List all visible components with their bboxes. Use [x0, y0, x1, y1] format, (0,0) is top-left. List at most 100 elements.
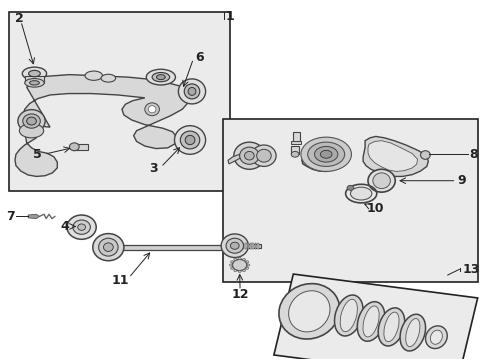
Ellipse shape [256, 149, 271, 162]
Ellipse shape [242, 270, 245, 272]
Ellipse shape [152, 72, 169, 82]
Ellipse shape [30, 81, 39, 85]
Polygon shape [363, 136, 427, 176]
Bar [273, 274, 477, 360]
Ellipse shape [144, 103, 159, 116]
Ellipse shape [429, 330, 442, 344]
Polygon shape [15, 75, 190, 176]
Ellipse shape [178, 79, 205, 104]
Ellipse shape [383, 312, 398, 342]
Bar [222, 119, 477, 282]
Ellipse shape [300, 137, 351, 171]
Ellipse shape [244, 152, 254, 160]
Ellipse shape [314, 147, 337, 162]
Bar [77, 225, 81, 229]
Bar [254, 243, 256, 249]
Ellipse shape [225, 238, 243, 253]
Ellipse shape [242, 258, 245, 261]
Ellipse shape [238, 257, 241, 260]
Ellipse shape [101, 74, 116, 82]
Bar [73, 144, 88, 150]
Ellipse shape [73, 220, 90, 234]
Text: 10: 10 [366, 202, 384, 215]
Text: 11: 11 [112, 274, 129, 287]
Ellipse shape [320, 150, 331, 158]
Ellipse shape [148, 106, 156, 113]
Bar [252, 243, 253, 249]
Ellipse shape [420, 151, 429, 159]
Bar [108, 245, 234, 249]
Text: 13: 13 [461, 263, 479, 276]
Text: 9: 9 [457, 174, 465, 187]
Bar [247, 243, 249, 249]
Ellipse shape [93, 234, 123, 261]
Ellipse shape [230, 242, 239, 249]
Bar [243, 243, 244, 249]
Ellipse shape [229, 264, 232, 266]
Ellipse shape [290, 152, 298, 157]
Ellipse shape [377, 308, 404, 346]
Ellipse shape [67, 215, 96, 239]
Ellipse shape [156, 75, 165, 80]
Text: 8: 8 [468, 148, 477, 161]
Bar [25, 76, 44, 83]
Bar [236, 244, 261, 248]
Bar [290, 147, 299, 154]
Ellipse shape [85, 71, 102, 80]
Ellipse shape [146, 69, 175, 85]
Ellipse shape [340, 299, 357, 332]
Polygon shape [367, 141, 417, 171]
Ellipse shape [20, 123, 43, 138]
Ellipse shape [357, 302, 384, 341]
Ellipse shape [230, 267, 233, 269]
Ellipse shape [233, 270, 236, 272]
Ellipse shape [239, 147, 259, 164]
Polygon shape [28, 214, 39, 219]
Ellipse shape [372, 173, 389, 189]
Ellipse shape [350, 187, 371, 200]
Text: 2: 2 [15, 12, 24, 25]
Ellipse shape [99, 238, 118, 256]
Text: 6: 6 [195, 51, 203, 64]
Ellipse shape [334, 295, 362, 336]
Ellipse shape [278, 284, 339, 339]
Ellipse shape [233, 142, 264, 169]
Ellipse shape [103, 243, 113, 251]
Ellipse shape [362, 306, 378, 337]
Ellipse shape [288, 291, 329, 332]
Ellipse shape [25, 78, 44, 87]
Polygon shape [227, 154, 240, 164]
Ellipse shape [185, 135, 195, 145]
Ellipse shape [78, 224, 85, 230]
Text: 7: 7 [6, 210, 15, 223]
Bar [245, 243, 246, 249]
Ellipse shape [246, 264, 249, 266]
Polygon shape [301, 138, 348, 171]
Ellipse shape [238, 270, 241, 273]
Bar [9, 12, 229, 191]
Ellipse shape [184, 84, 200, 99]
Text: 12: 12 [231, 288, 249, 301]
Ellipse shape [180, 131, 200, 149]
Ellipse shape [233, 258, 236, 261]
Ellipse shape [232, 259, 246, 271]
Ellipse shape [23, 114, 40, 128]
Ellipse shape [346, 185, 353, 190]
Ellipse shape [245, 267, 248, 269]
Bar [290, 141, 300, 144]
Bar [292, 132, 299, 143]
Ellipse shape [307, 142, 344, 166]
Ellipse shape [245, 261, 248, 263]
Text: 1: 1 [225, 10, 234, 23]
Ellipse shape [69, 143, 79, 151]
Ellipse shape [405, 319, 419, 347]
Ellipse shape [18, 110, 45, 132]
Ellipse shape [367, 169, 394, 192]
Bar [240, 243, 242, 249]
Bar [257, 243, 258, 249]
Ellipse shape [27, 117, 36, 125]
Ellipse shape [251, 145, 276, 166]
Ellipse shape [188, 87, 196, 95]
Ellipse shape [425, 326, 447, 348]
Ellipse shape [22, 67, 46, 80]
